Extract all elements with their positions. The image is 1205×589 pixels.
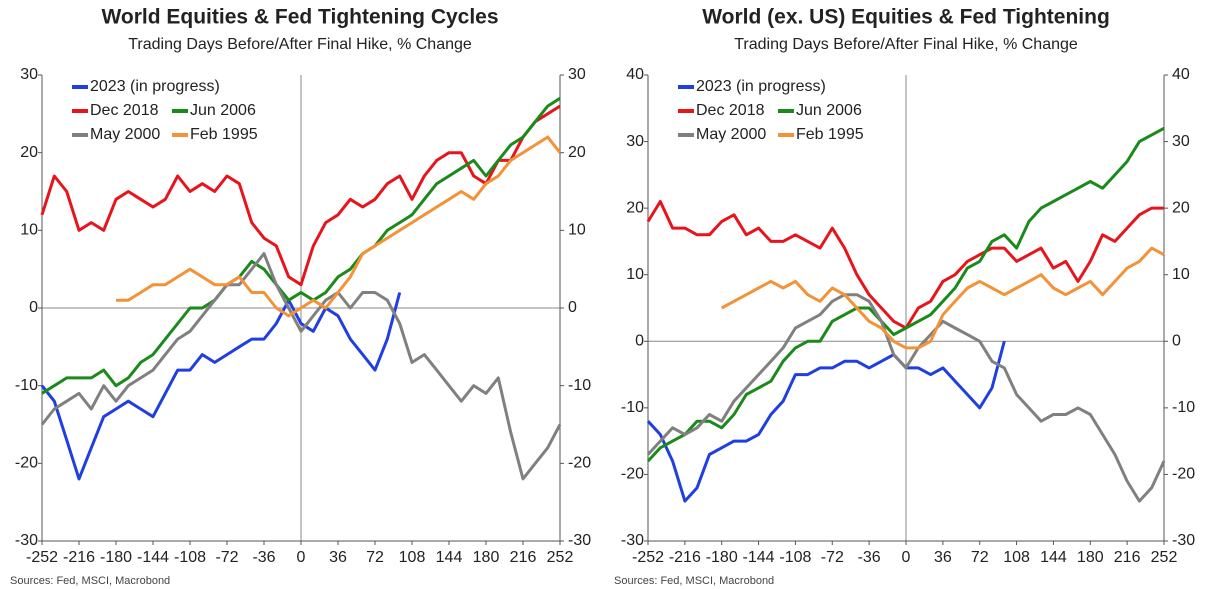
y2-tick-label: 40 xyxy=(1172,66,1190,83)
y2-tick-label: -20 xyxy=(568,455,591,472)
x-tick-label: 36 xyxy=(934,549,952,566)
y-tick-label: -10 xyxy=(621,399,644,416)
y2-tick-label: -30 xyxy=(568,532,591,549)
series-line xyxy=(40,292,402,481)
chart-title: World Equities & Fed Tightening Cycles xyxy=(101,6,498,29)
series-line xyxy=(646,340,1006,503)
y-tick-label: 0 xyxy=(635,333,644,350)
y-tick-label: 0 xyxy=(29,299,38,316)
chart-subtitle: Trading Days Before/After Final Hike, % … xyxy=(128,36,472,53)
legend-label: 2023 (in progress) xyxy=(90,78,220,95)
x-tick-label: 144 xyxy=(436,549,463,566)
y-tick-label: 10 xyxy=(20,222,38,239)
x-tick-label: 108 xyxy=(399,549,426,566)
series-line xyxy=(116,135,562,318)
series-line xyxy=(720,246,1165,350)
legend-label: Feb 1995 xyxy=(190,126,258,143)
legend-label: May 2000 xyxy=(90,126,160,143)
legend-label: May 2000 xyxy=(696,126,766,143)
y2-tick-label: -30 xyxy=(1172,532,1195,549)
x-tick-label: -180 xyxy=(100,549,132,566)
x-tick-label: 180 xyxy=(1077,549,1104,566)
y-tick-label: 30 xyxy=(20,66,38,83)
x-tick-label: -108 xyxy=(779,549,811,566)
y2-tick-label: 20 xyxy=(568,144,586,161)
y2-tick-label: 30 xyxy=(1172,133,1190,150)
x-tick-label: 216 xyxy=(510,549,537,566)
x-tick-label: -144 xyxy=(743,549,775,566)
legend-label: Dec 2018 xyxy=(696,102,765,119)
source: Sources: Fed, MSCI, Macrobond xyxy=(614,575,774,587)
x-tick-label: 72 xyxy=(971,549,989,566)
chart-title: World (ex. US) Equities & Fed Tightening xyxy=(702,6,1110,29)
x-tick-label: -36 xyxy=(252,549,275,566)
y-tick-label: 20 xyxy=(20,144,38,161)
y-tick-label: -30 xyxy=(15,532,38,549)
y-tick-label: 10 xyxy=(626,266,644,283)
x-tick-label: 0 xyxy=(902,549,911,566)
series-line xyxy=(646,126,1165,463)
x-tick-label: -252 xyxy=(632,549,664,566)
chart-subtitle: Trading Days Before/After Final Hike, % … xyxy=(734,36,1078,53)
x-tick-label: 72 xyxy=(366,549,384,566)
legend-label: Jun 2006 xyxy=(796,102,862,119)
x-tick-label: 252 xyxy=(1151,549,1178,566)
series-line xyxy=(40,104,561,287)
legend-label: 2023 (in progress) xyxy=(696,78,826,95)
y-tick-label: -30 xyxy=(621,532,644,549)
x-tick-label: 108 xyxy=(1003,549,1030,566)
legend-label: Feb 1995 xyxy=(796,126,864,143)
y-tick-label: 20 xyxy=(626,199,644,216)
x-tick-label: -216 xyxy=(63,549,95,566)
x-tick-label: 180 xyxy=(473,549,500,566)
legend-label: Jun 2006 xyxy=(190,102,256,119)
x-tick-label: -36 xyxy=(858,549,881,566)
x-tick-label: -144 xyxy=(137,549,169,566)
series-line xyxy=(40,252,562,481)
y-tick-label: -20 xyxy=(621,466,644,483)
y2-tick-label: -20 xyxy=(1172,466,1195,483)
x-tick-label: -108 xyxy=(174,549,206,566)
x-tick-label: -180 xyxy=(706,549,738,566)
x-tick-label: -252 xyxy=(26,549,58,566)
x-tick-label: 216 xyxy=(1114,549,1141,566)
y2-tick-label: -10 xyxy=(568,377,591,394)
source: Sources: Fed, MSCI, Macrobond xyxy=(10,575,170,587)
y2-tick-label: 0 xyxy=(1172,333,1181,350)
x-tick-label: 252 xyxy=(547,549,574,566)
x-tick-label: -72 xyxy=(215,549,238,566)
y2-tick-label: 20 xyxy=(1172,199,1190,216)
y-tick-label: 40 xyxy=(626,66,644,83)
x-tick-label: -72 xyxy=(821,549,844,566)
legend-label: Dec 2018 xyxy=(90,102,159,119)
y-tick-label: -10 xyxy=(15,377,38,394)
series-line xyxy=(41,97,561,395)
x-tick-label: -216 xyxy=(669,549,701,566)
y2-tick-label: 10 xyxy=(568,222,586,239)
y2-tick-label: 10 xyxy=(1172,266,1190,283)
y2-tick-label: -10 xyxy=(1172,399,1195,416)
x-tick-label: 0 xyxy=(297,549,306,566)
y2-tick-label: 30 xyxy=(568,66,586,83)
y2-tick-label: 0 xyxy=(568,299,577,316)
x-tick-label: 144 xyxy=(1040,549,1067,566)
y-tick-label: 30 xyxy=(626,133,644,150)
x-tick-label: 36 xyxy=(329,549,347,566)
y-tick-label: -20 xyxy=(15,455,38,472)
series-line xyxy=(646,293,1166,503)
